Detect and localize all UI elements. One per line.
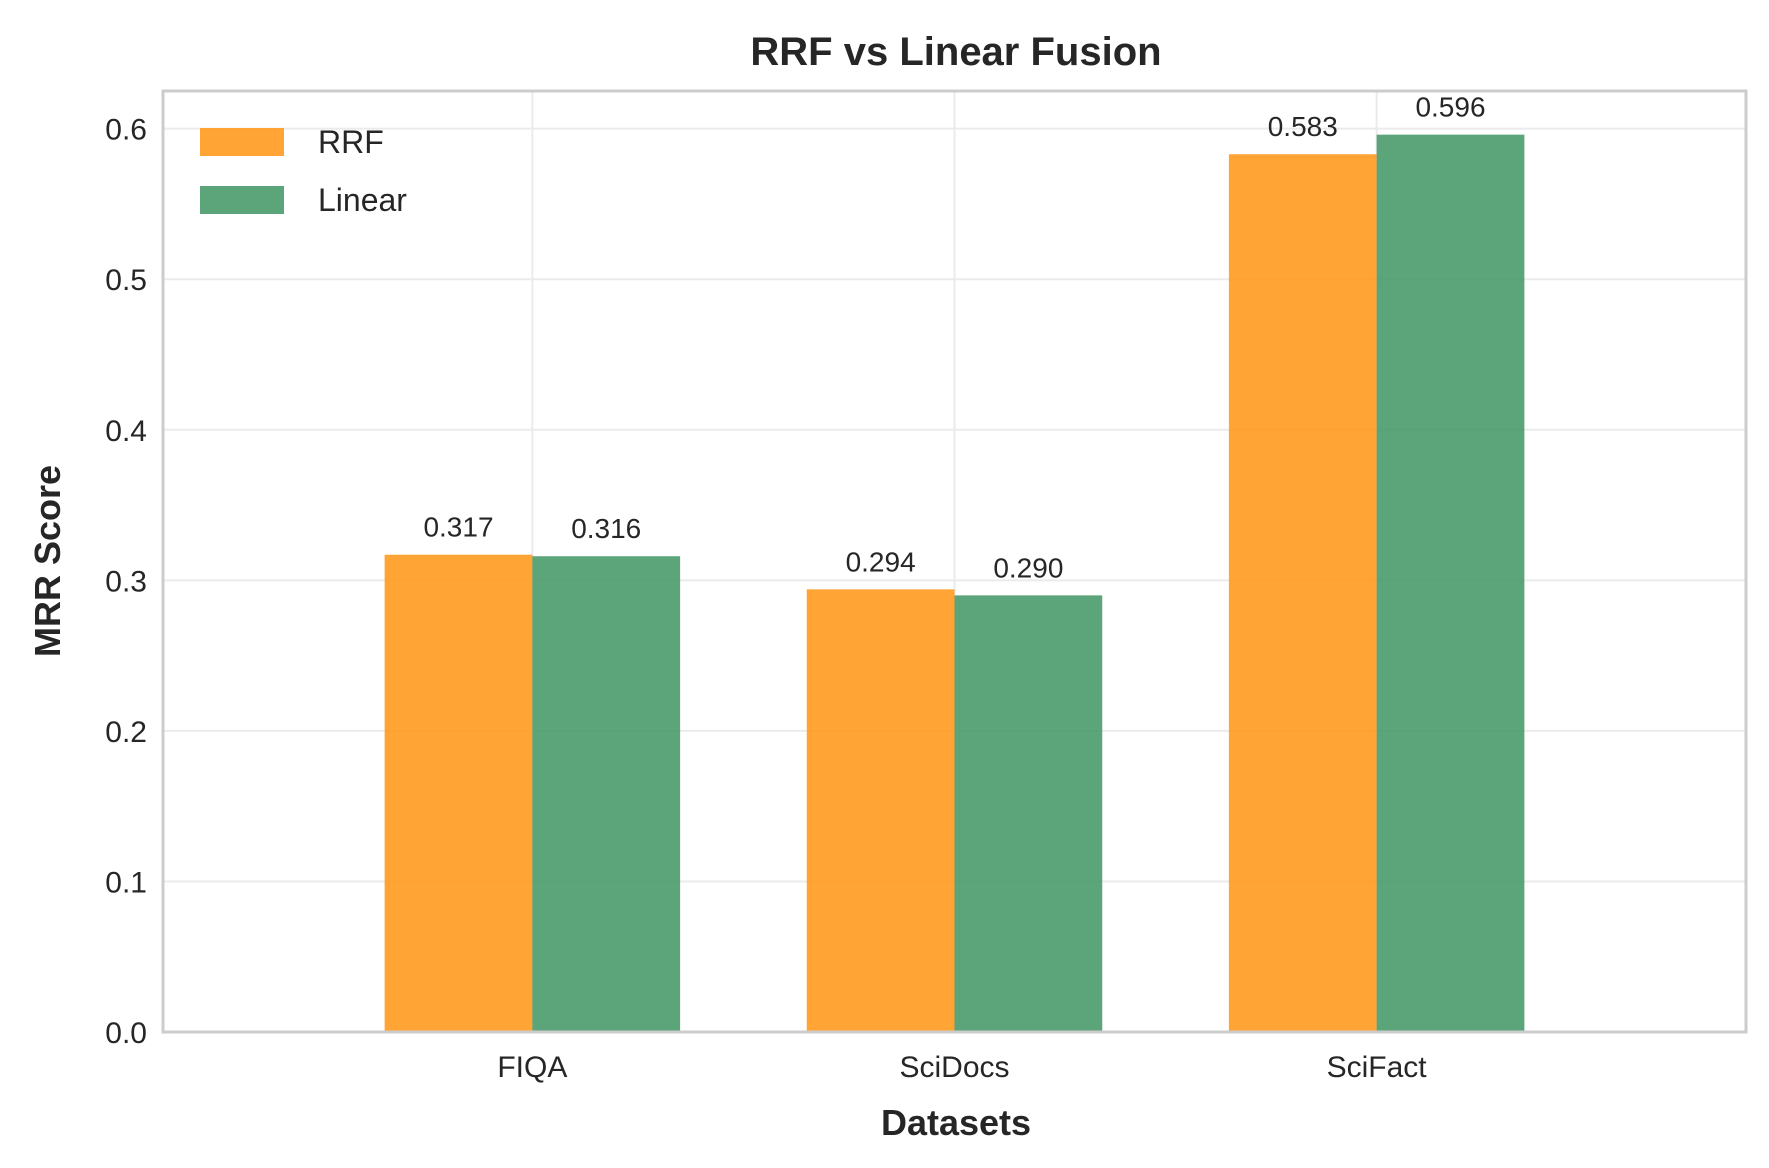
value-label: 0.317 (423, 512, 493, 543)
x-tick-label: FIQA (497, 1051, 567, 1084)
chart-title: RRF vs Linear Fusion (750, 30, 1161, 74)
plot-frame (161, 89, 1748, 1034)
bar-rrf-scidocs (806, 589, 955, 1032)
y-tick-label: 0.6 (105, 114, 147, 147)
bar-rrf-fiqa (384, 554, 533, 1032)
value-label: 0.583 (1268, 111, 1338, 142)
legend-swatch-rrf (200, 128, 284, 156)
x-tick-label: SciDocs (899, 1051, 1009, 1084)
x-axis-ticks: FIQA SciDocs SciFact (497, 1051, 1427, 1084)
bar-linear-scidocs (954, 595, 1103, 1032)
y-axis-label: MRR Score (27, 465, 68, 657)
y-tick-label: 0.0 (105, 1017, 147, 1050)
legend: RRF Linear (200, 124, 407, 218)
value-label: 0.294 (846, 546, 916, 577)
x-tick-label: SciFact (1327, 1051, 1428, 1084)
y-tick-label: 0.2 (105, 716, 147, 749)
value-label: 0.596 (1415, 92, 1485, 123)
y-tick-label: 0.3 (105, 565, 147, 598)
bar-linear-scifact (1376, 134, 1525, 1032)
bars (384, 134, 1525, 1032)
legend-swatch-linear (200, 186, 284, 214)
bar-rrf-scifact (1228, 154, 1377, 1032)
y-axis-ticks: 0.0 0.1 0.2 0.3 0.4 0.5 0.6 (105, 114, 147, 1050)
value-labels: 0.317 0.294 0.583 0.316 0.290 0.596 (423, 92, 1485, 584)
x-axis-label: Datasets (881, 1102, 1031, 1143)
y-tick-label: 0.4 (105, 415, 147, 448)
value-label: 0.316 (571, 513, 641, 544)
value-label: 0.290 (993, 552, 1063, 583)
legend-label-linear: Linear (318, 182, 407, 218)
bar-linear-fiqa (532, 556, 681, 1032)
y-tick-label: 0.1 (105, 866, 147, 899)
y-tick-label: 0.5 (105, 264, 147, 297)
legend-label-rrf: RRF (318, 124, 384, 160)
